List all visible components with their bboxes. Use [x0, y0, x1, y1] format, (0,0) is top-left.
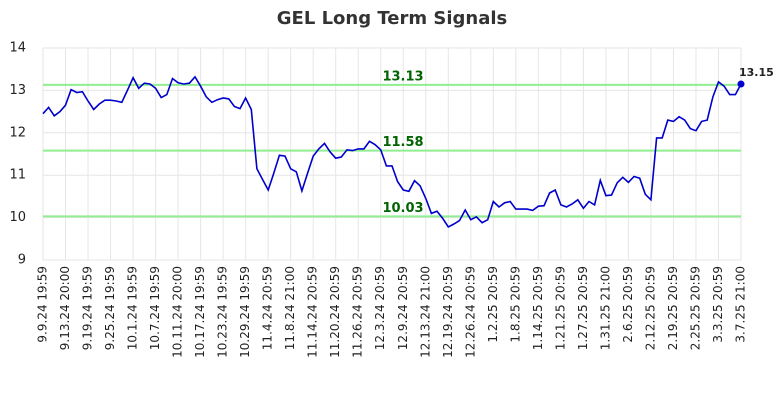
- x-tick-label: 11.26.24 20:59: [351, 266, 365, 358]
- y-tick-label: 14: [9, 41, 26, 56]
- x-tick-label: 3.3.25 20:59: [711, 266, 725, 343]
- y-tick-label: 12: [9, 125, 26, 140]
- last-point: [737, 80, 745, 88]
- x-tick-label: 1.2.25 20:59: [486, 266, 500, 343]
- y-tick-label: 11: [9, 168, 26, 183]
- x-tick-label: 11.20.24 20:59: [328, 266, 342, 358]
- x-tick-label: 12.3.24 20:59: [373, 266, 387, 350]
- x-tick-label: 12.9.24 20:59: [396, 266, 410, 350]
- signal-label: 13.13: [382, 69, 423, 84]
- x-tick-label: 10.11.24 20:00: [171, 266, 185, 358]
- x-tick-label: 2.19.25 20:59: [666, 266, 680, 350]
- x-tick-label: 12.19.24 20:59: [441, 266, 455, 358]
- x-tick-label: 12.13.24 21:00: [418, 266, 432, 358]
- x-tick-label: 3.7.25 21:00: [734, 266, 748, 343]
- x-tick-label: 2.6.25 20:59: [621, 266, 635, 343]
- x-tick-label: 9.19.24 19:59: [81, 266, 95, 350]
- x-tick-label: 2.12.25 20:59: [643, 266, 657, 350]
- x-tick-label: 1.14.25 20:59: [531, 266, 545, 350]
- y-tick-label: 13: [9, 83, 26, 98]
- x-tick-label: 12.26.24 20:59: [463, 266, 477, 358]
- x-tick-label: 1.27.25 20:59: [576, 266, 590, 350]
- x-tick-label: 1.8.25 20:59: [508, 266, 522, 343]
- y-tick-label: 9: [18, 253, 26, 268]
- x-tick-label: 9.25.24 19:59: [103, 266, 117, 350]
- x-tick-label: 10.29.24 19:59: [238, 266, 252, 358]
- chart-title: GEL Long Term Signals: [277, 8, 507, 29]
- signal-label: 10.03: [382, 201, 423, 216]
- signal-label: 11.58: [382, 135, 423, 150]
- x-tick-label: 9.9.24 19:59: [36, 266, 50, 343]
- x-tick-label: 10.23.24 19:59: [216, 266, 230, 358]
- x-tick-label: 2.25.25 20:59: [688, 266, 702, 350]
- x-tick-label: 1.21.25 20:59: [553, 266, 567, 350]
- x-tick-label: 10.7.24 19:59: [148, 266, 162, 350]
- x-tick-label: 1.31.25 21:00: [598, 266, 612, 350]
- x-tick-label: 10.17.24 19:59: [193, 266, 207, 358]
- x-tick-label: 11.8.24 21:00: [283, 266, 297, 350]
- x-tick-label: 11.14.24 20:59: [306, 266, 320, 358]
- x-tick-label: 11.4.24 20:59: [261, 266, 275, 350]
- x-tick-label: 9.13.24 20:00: [58, 266, 72, 350]
- x-tick-label: 10.1.24 19:59: [126, 266, 140, 350]
- price-line: [42, 75, 742, 228]
- y-tick-label: 10: [9, 210, 26, 225]
- last-value-label: 13.15: [739, 66, 774, 79]
